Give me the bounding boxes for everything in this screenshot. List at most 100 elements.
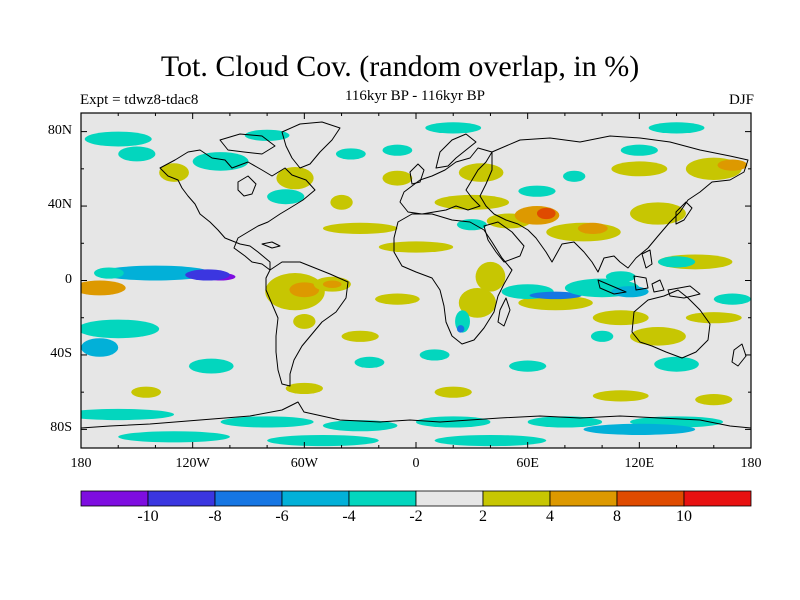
colorbar-label: 4 (546, 508, 554, 525)
anomaly-region (94, 267, 124, 279)
colorbar-label: -6 (275, 508, 289, 525)
anomaly-region (458, 163, 504, 182)
anomaly-region (630, 202, 686, 225)
anomaly-region (220, 416, 314, 428)
coastline-europe (399, 147, 493, 215)
plot-subtitle: 116kyr BP - 116kyr BP (344, 88, 485, 104)
season-label: DJF (728, 92, 754, 108)
lat-tick-label: 0 (65, 271, 72, 287)
anomaly-region (322, 280, 342, 288)
coastline-caribbean (261, 241, 281, 249)
coastline-scandinavia (435, 133, 477, 169)
anomaly-region (518, 185, 556, 197)
anomaly-region (131, 386, 162, 398)
anomaly-region (592, 310, 649, 326)
anomaly-region (341, 330, 379, 342)
anomaly-layer (81, 122, 751, 447)
lat-tick-label: 80N (47, 122, 72, 138)
colorbar-swatch (616, 490, 685, 507)
anomaly-region (285, 382, 323, 395)
anomaly-region (81, 408, 175, 421)
anomaly-region (434, 194, 510, 210)
colorbar-swatch (281, 490, 350, 507)
coastline-north-america (159, 149, 316, 271)
anomaly-region (425, 122, 482, 134)
lat-tick-label: 40S (50, 345, 72, 361)
anomaly-region (590, 330, 614, 342)
anomaly-region (81, 338, 119, 357)
coastline-philippines (641, 249, 653, 269)
anomaly-region (419, 349, 450, 361)
colorbar-label: -10 (137, 508, 159, 525)
lat-tick-label: 40N (47, 197, 72, 213)
anomaly-region (185, 269, 230, 281)
anomaly-region (322, 222, 398, 234)
coastline-asia (479, 135, 749, 273)
anomaly-region (630, 327, 686, 346)
anomaly-region (605, 271, 636, 283)
anomaly-region (695, 394, 733, 406)
anomaly-region (536, 207, 556, 220)
anomaly-region (648, 122, 705, 134)
anomaly-region (118, 146, 156, 162)
anomaly-region (456, 325, 465, 333)
coastline-arctic-islands (219, 133, 276, 155)
lon-tick-label: 0 (412, 456, 420, 471)
anomaly-region (434, 434, 547, 447)
axis-ticks (80, 113, 752, 448)
experiment-label: Expt = tdwz8-tdac8 (80, 92, 199, 108)
coastline-africa (393, 213, 513, 345)
anomaly-region (434, 386, 472, 398)
lon-tick-label: 60W (290, 456, 318, 471)
anomaly-region (611, 286, 649, 298)
coastline-greenland (281, 121, 341, 169)
coastline-arabia (483, 221, 525, 263)
anomaly-region (276, 166, 314, 190)
colorbar-swatch (348, 490, 417, 507)
anomaly-region (527, 416, 603, 428)
anomaly-region (382, 170, 413, 186)
anomaly-region (99, 265, 212, 281)
anomaly-region (416, 416, 491, 428)
coastline-uk (409, 163, 425, 185)
anomaly-region (378, 241, 454, 253)
coastline-south-america (265, 261, 349, 387)
anomaly-region (654, 356, 699, 372)
lon-tick-label: 180 (70, 456, 92, 471)
coastline-new-zealand (731, 343, 747, 367)
colorbar-label: 8 (613, 508, 621, 525)
colorbar-swatch (683, 490, 752, 507)
anomaly-region (244, 129, 290, 141)
anomaly-region (81, 319, 160, 339)
colorbar-swatch (549, 490, 618, 507)
anomaly-region (267, 189, 305, 205)
coastlines (81, 121, 751, 429)
anomaly-region (118, 431, 230, 443)
anomaly-region (322, 420, 398, 432)
anomaly-region (611, 161, 668, 177)
anomaly-region (375, 293, 420, 305)
plot-title: Tot. Cloud Cov. (random overlap, in %) (160, 50, 640, 83)
colorbar-label: -4 (342, 508, 356, 525)
anomaly-region (657, 256, 696, 268)
colorbar-swatch (415, 490, 484, 507)
lon-tick-label: 60E (516, 456, 539, 471)
anomaly-region (192, 152, 249, 171)
anomaly-region (159, 163, 189, 182)
anomaly-region (330, 194, 353, 210)
anomaly-region (267, 434, 379, 447)
colorbar (80, 490, 752, 507)
anomaly-region (354, 356, 385, 368)
anomaly-region (81, 280, 126, 296)
anomaly-region (458, 287, 497, 318)
coastline-indonesia (597, 275, 701, 299)
anomaly-region (529, 291, 582, 300)
coastline-japan (675, 201, 693, 225)
anomaly-region (583, 423, 696, 435)
coastline-hudson-bay (237, 175, 257, 197)
coastline-antarctica (81, 401, 751, 429)
colorbar-label: -2 (409, 508, 423, 525)
colorbar-swatch (214, 490, 283, 507)
anomaly-region (84, 131, 152, 147)
